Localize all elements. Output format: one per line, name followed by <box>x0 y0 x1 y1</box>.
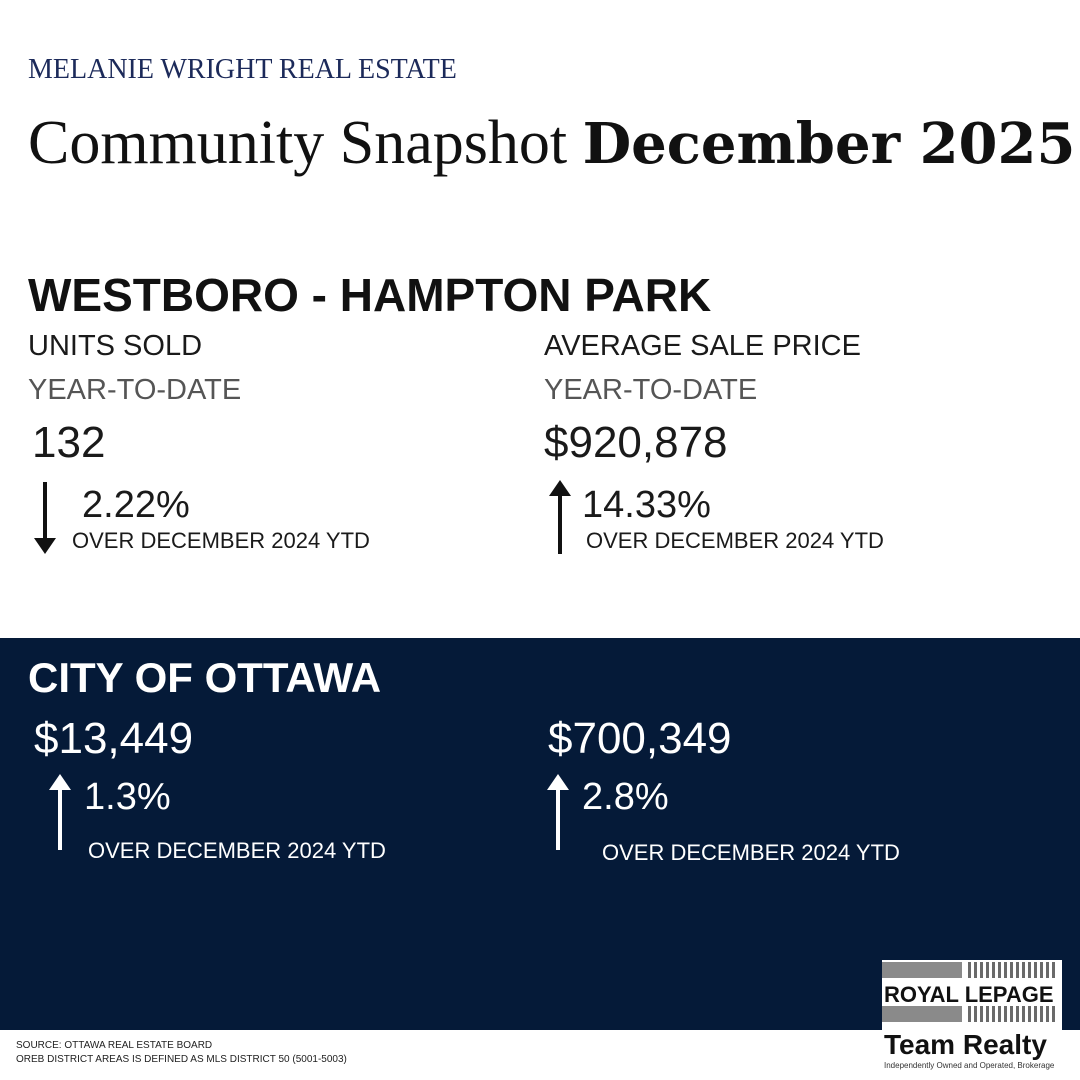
logo-tagline: Independently Owned and Operated, Broker… <box>884 1061 1055 1070</box>
units-sold-value: 132 <box>32 418 106 467</box>
logo-line2: Team Realty <box>884 1029 1047 1060</box>
price-change: 14.33% <box>582 484 711 526</box>
avg-price-value: $920,878 <box>544 418 728 467</box>
units-period-label: YEAR-TO-DATE <box>28 374 242 406</box>
royal-lepage-logo: ROYAL LEPAGE Team Realty Independently O… <box>882 960 1062 1072</box>
title-light: Community Snapshot <box>28 109 583 177</box>
city-units-change: 1.3% <box>84 776 171 818</box>
price-period-label: YEAR-TO-DATE <box>544 374 758 406</box>
arrow-up-icon <box>547 774 569 850</box>
units-change: 2.22% <box>82 484 190 526</box>
city-name: CITY OF OTTAWA <box>28 654 382 701</box>
city-units-comparison: OVER DECEMBER 2024 YTD <box>88 838 386 863</box>
title-bold: December 2025 <box>582 111 1076 177</box>
units-sold-label: UNITS SOLD <box>28 330 203 362</box>
arrow-up-icon <box>549 480 571 554</box>
logo-graphic: ROYAL LEPAGE Team Realty Independently O… <box>882 962 1055 1070</box>
arrow-up-icon <box>49 774 71 850</box>
avg-price-label: AVERAGE SALE PRICE <box>544 330 861 362</box>
district-note: OREB DISTRICT AREAS IS DEFINED AS MLS DI… <box>16 1054 347 1065</box>
community-name: WESTBORO - HAMPTON PARK <box>28 269 712 321</box>
arrow-down-icon <box>34 482 56 554</box>
units-comparison: OVER DECEMBER 2024 YTD <box>72 528 370 553</box>
city-price-value: $700,349 <box>548 714 732 763</box>
city-units-value: $13,449 <box>34 714 194 763</box>
brand-name: MELANIE WRIGHT REAL ESTATE <box>28 54 457 85</box>
city-price-comparison: OVER DECEMBER 2024 YTD <box>602 840 900 865</box>
logo-line1: ROYAL LEPAGE <box>884 982 1054 1007</box>
source-note: SOURCE: OTTAWA REAL ESTATE BOARD <box>16 1040 213 1051</box>
page-title: Community Snapshot December 2025 <box>28 108 1075 179</box>
price-comparison: OVER DECEMBER 2024 YTD <box>586 528 884 553</box>
city-price-change: 2.8% <box>582 776 669 818</box>
